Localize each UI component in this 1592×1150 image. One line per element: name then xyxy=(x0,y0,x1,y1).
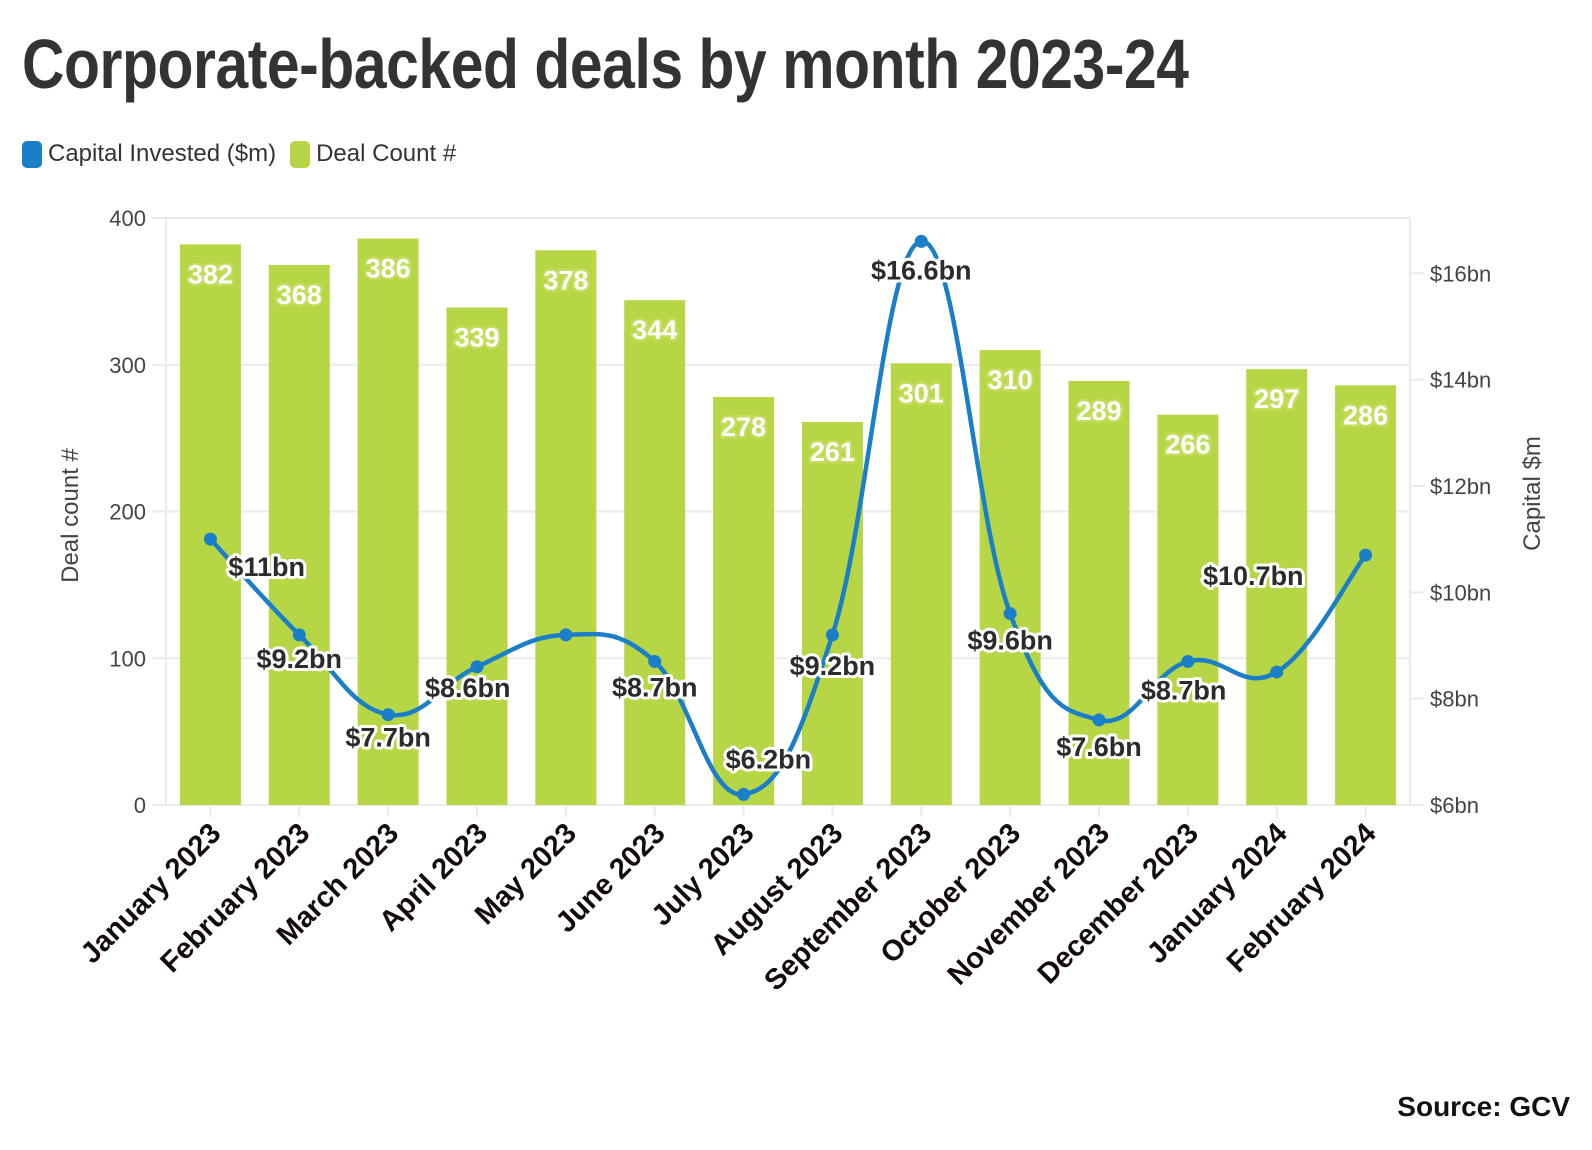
bar xyxy=(713,397,775,805)
capital-line xyxy=(208,239,1368,797)
line-data-label: $16.6bn xyxy=(871,255,972,285)
bar xyxy=(1157,414,1219,805)
line-data-labels: $11bn $9.2bn $7.7bn $8.6bn $8.7bn $6.2bn $9.2b… xyxy=(225,252,1306,777)
bar-data-labels: 382 368 386 339 378 344 278 261 301 310 289 266 297 2… xyxy=(185,251,1390,469)
gridlines xyxy=(152,217,1424,817)
line-data-label: $7.6bn xyxy=(1056,732,1142,762)
right-tick-label: $12bn xyxy=(1430,474,1491,499)
legend-swatch-blue-icon xyxy=(22,140,42,168)
line-data-label: $10.7bn xyxy=(1203,561,1304,591)
bar-data-label: 278 xyxy=(721,412,766,442)
legend: Capital Invested ($m) Deal Count # xyxy=(22,140,470,168)
right-tick-label: $10bn xyxy=(1430,580,1491,605)
line-point xyxy=(1181,654,1195,668)
bar xyxy=(446,307,508,805)
line-point xyxy=(825,628,839,642)
bar-data-label: 297 xyxy=(1254,384,1299,414)
left-axis-title: Deal count # xyxy=(57,447,84,582)
source-note: Source: GCV xyxy=(1397,1091,1570,1122)
line-point xyxy=(1270,665,1284,679)
x-tick-label: February 2023 xyxy=(155,817,317,979)
bar xyxy=(890,363,952,805)
line-point xyxy=(914,234,928,248)
x-tick-label: September 2023 xyxy=(758,817,938,997)
bar xyxy=(268,264,330,806)
left-tick-label: 100 xyxy=(109,646,146,671)
legend-swatch-green-icon xyxy=(290,140,311,168)
legend-label: Deal Count # xyxy=(316,140,457,167)
bar-data-label: 339 xyxy=(454,323,499,353)
right-tick-label: $16bn xyxy=(1430,261,1491,286)
bar xyxy=(179,244,241,806)
bar xyxy=(1068,380,1130,805)
bar xyxy=(1335,385,1397,805)
line-point xyxy=(381,708,395,722)
line-point xyxy=(203,532,217,546)
bar-data-label: 286 xyxy=(1343,400,1388,430)
bar-data-label: 266 xyxy=(1165,430,1210,460)
bar-series xyxy=(179,238,1397,806)
legend-item-capital-invested[interactable]: Capital Invested ($m) xyxy=(22,140,276,168)
x-tick-label: November 2023 xyxy=(942,817,1116,991)
line-data-label: $11bn xyxy=(228,552,305,582)
line-point xyxy=(292,628,306,642)
line-data-label: $9.2bn xyxy=(257,644,343,674)
line-point xyxy=(648,654,662,668)
right-tick-label: $6bn xyxy=(1430,793,1479,818)
bar-data-label: 301 xyxy=(899,378,944,408)
bar-data-label: 378 xyxy=(543,265,588,295)
line-data-label: $7.7bn xyxy=(345,723,431,753)
legend-item-deal-count[interactable]: Deal Count # xyxy=(290,140,456,168)
left-tick-label: 0 xyxy=(134,793,146,818)
chart-title: Corporate-backed deals by month 2023-24 xyxy=(22,25,1189,103)
left-tick-label: 200 xyxy=(109,500,146,525)
bar xyxy=(801,421,863,805)
x-tick-label: December 2023 xyxy=(1032,817,1205,990)
line-point xyxy=(1003,607,1017,621)
legend-label: Capital Invested ($m) xyxy=(48,140,277,167)
line-point xyxy=(470,660,484,674)
line-data-label: $6.2bn xyxy=(726,744,812,774)
bar xyxy=(535,250,597,805)
right-axis-title: Capital $m xyxy=(1519,436,1546,551)
line-point xyxy=(737,787,751,801)
bar xyxy=(1246,369,1308,805)
right-tick-label: $8bn xyxy=(1430,687,1479,712)
line-data-label: $9.2bn xyxy=(790,651,876,681)
bar xyxy=(979,350,1041,805)
right-tick-label: $14bn xyxy=(1430,368,1491,393)
bar-data-label: 310 xyxy=(988,365,1033,395)
bar-data-label: 289 xyxy=(1076,396,1121,426)
line-point xyxy=(1092,713,1106,727)
left-tick-label: 300 xyxy=(109,353,146,378)
line-data-label: $8.7bn xyxy=(1141,675,1227,705)
line-data-label: $9.6bn xyxy=(967,626,1053,656)
line-data-label: $8.6bn xyxy=(425,673,511,703)
x-tick-label: February 2024 xyxy=(1221,817,1383,979)
line-data-label: $8.7bn xyxy=(612,672,698,702)
line-point xyxy=(1359,548,1373,562)
bar-data-label: 368 xyxy=(277,280,322,310)
bar-data-label: 386 xyxy=(366,254,411,284)
bar xyxy=(624,300,686,805)
bar-data-label: 261 xyxy=(810,437,855,467)
line-series xyxy=(203,234,1373,801)
line-point xyxy=(559,628,573,642)
left-tick-label: 400 xyxy=(109,206,146,231)
bar-data-label: 382 xyxy=(188,259,233,289)
bar-data-label: 344 xyxy=(632,315,677,345)
